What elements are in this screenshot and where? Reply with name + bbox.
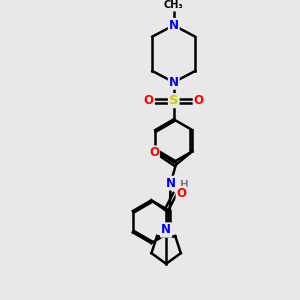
Text: O: O (149, 146, 159, 159)
Text: N: N (169, 76, 179, 89)
Text: CH₃: CH₃ (164, 1, 184, 10)
Text: O: O (194, 94, 204, 107)
Text: O: O (144, 94, 154, 107)
Text: N: N (161, 224, 171, 236)
Text: N: N (166, 177, 176, 190)
Text: S: S (169, 94, 178, 107)
Text: N: N (161, 224, 171, 236)
Text: O: O (176, 187, 187, 200)
Text: N: N (169, 19, 179, 32)
Text: H: H (179, 180, 188, 190)
